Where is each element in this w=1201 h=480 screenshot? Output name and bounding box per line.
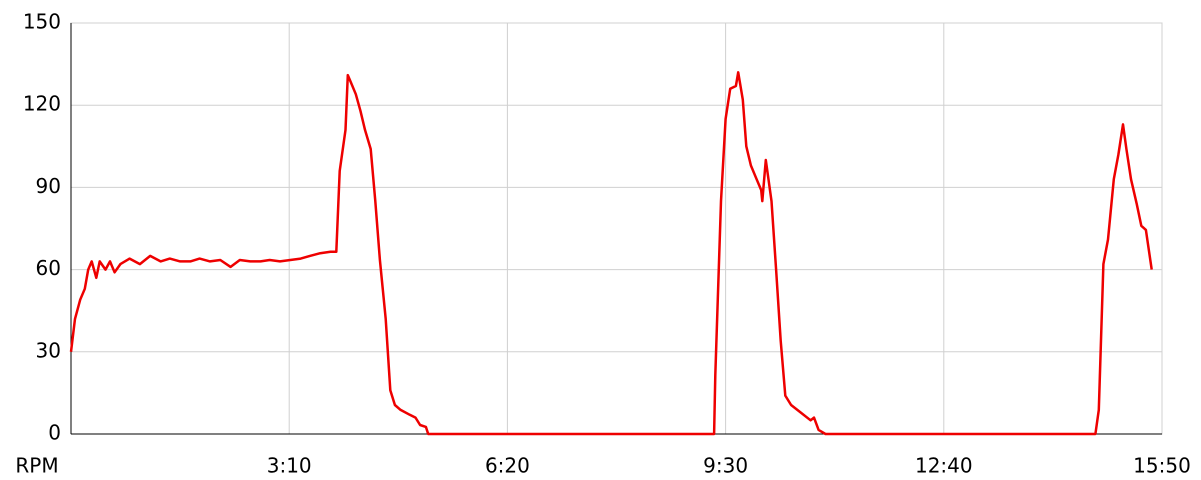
y-tick-label: 0 (48, 421, 61, 445)
x-tick-label: 12:40 (915, 454, 973, 478)
x-tick-label: 15:50 (1133, 454, 1191, 478)
y-tick-label: 60 (36, 256, 61, 280)
x-axis-label: RPM (15, 454, 58, 478)
x-tick-label: 3:10 (267, 454, 312, 478)
y-tick-label: 120 (23, 92, 61, 116)
x-tick-label: 9:30 (703, 454, 748, 478)
data-line (69, 71, 1153, 436)
y-tick-label: 90 (36, 174, 61, 198)
x-tick-label: 6:20 (485, 454, 530, 478)
plot-area (70, 22, 1163, 435)
y-tick-label: 150 (23, 10, 61, 34)
y-tick-label: 30 (36, 338, 61, 362)
